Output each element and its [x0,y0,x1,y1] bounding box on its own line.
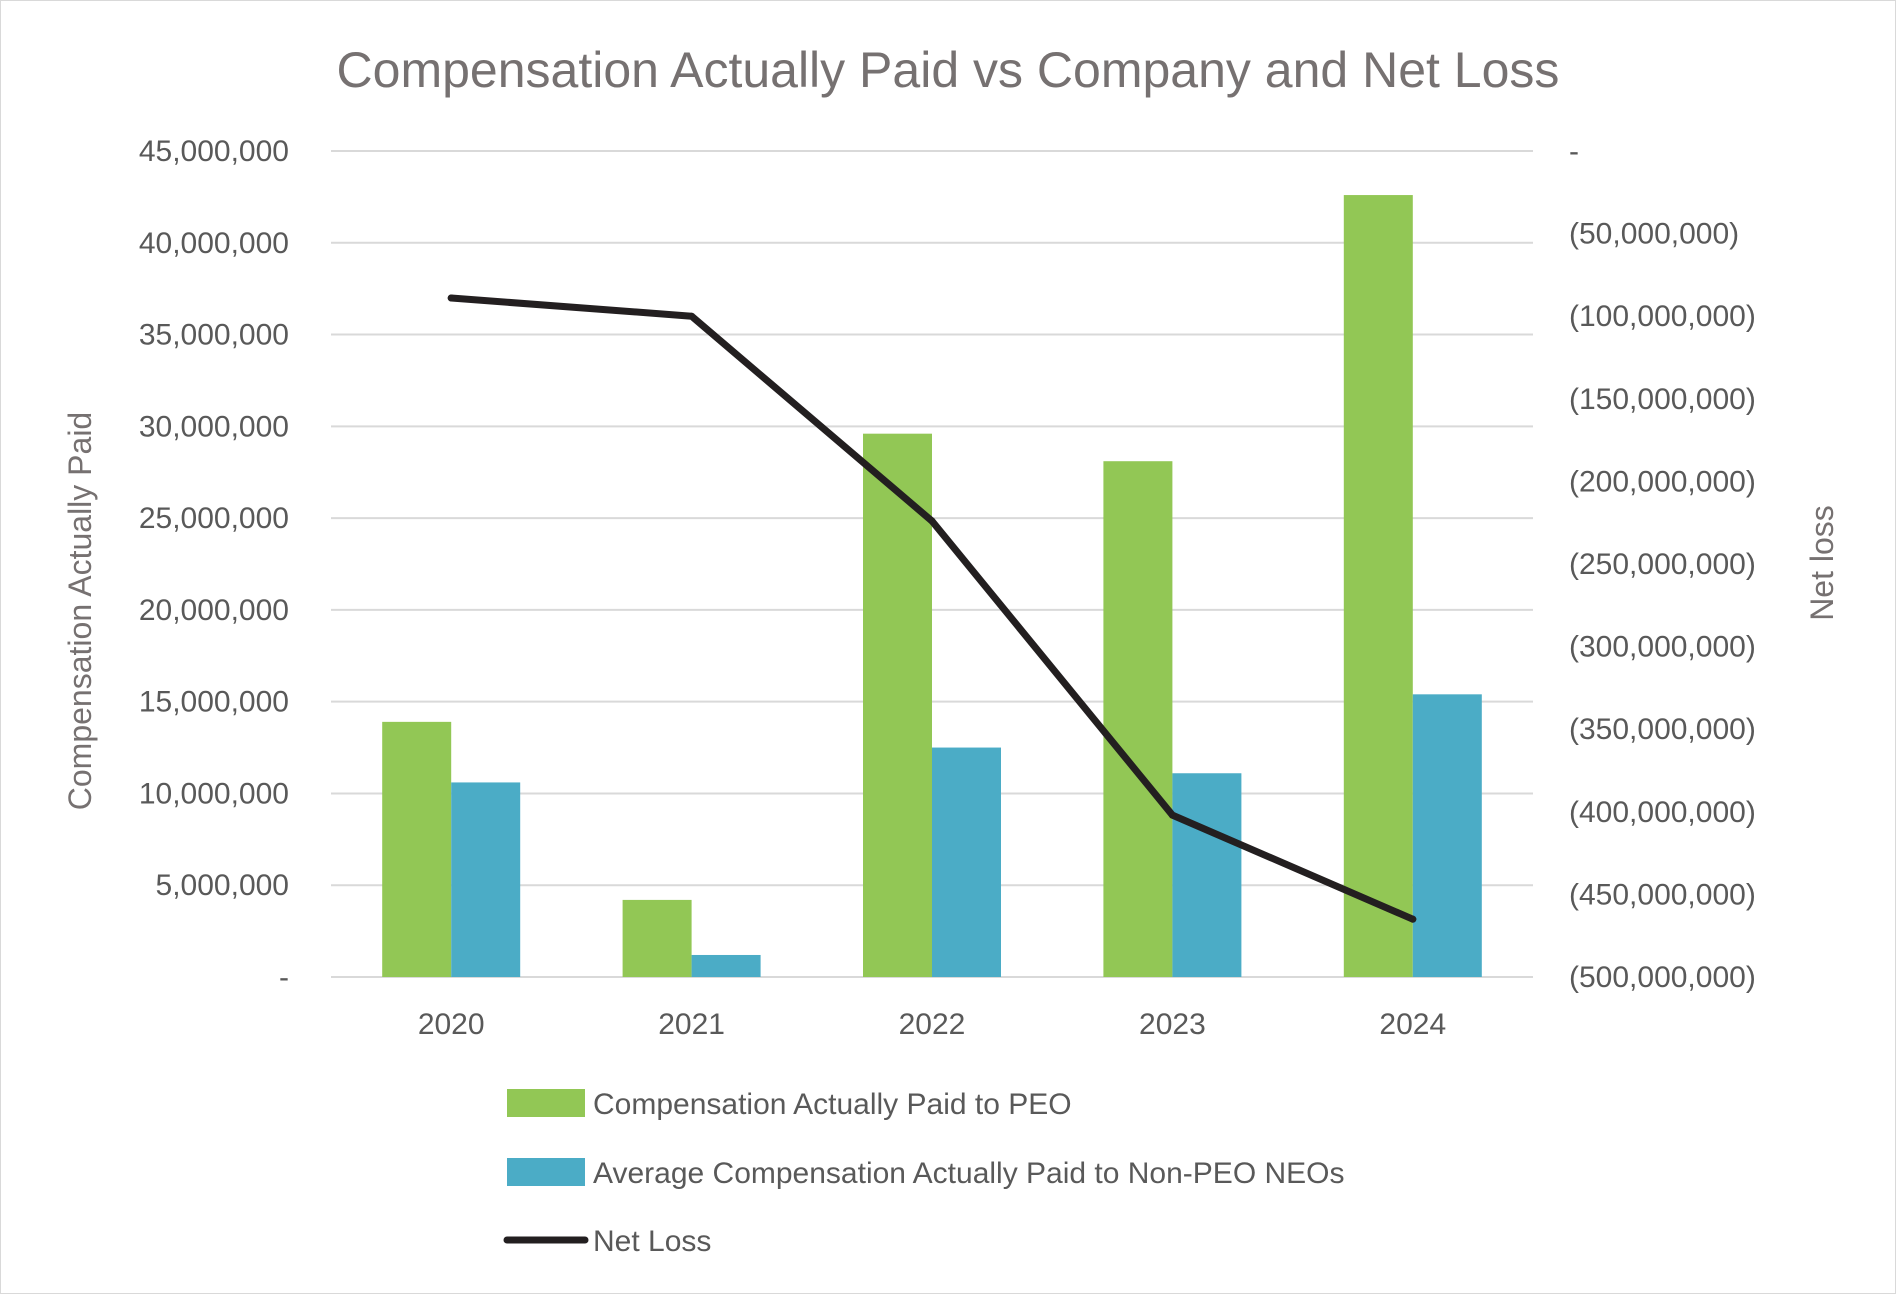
legend-label: Compensation Actually Paid to PEO [593,1088,1072,1121]
bar-peo [1343,195,1413,977]
left-tick-label: 45,000,000 [139,135,289,168]
net-loss-point [688,312,696,320]
legend: Compensation Actually Paid to PEO Average… [503,1088,1345,1258]
bar-non-peo [1172,773,1242,977]
bar-non-peo [451,782,521,977]
left-tick-label: 15,000,000 [139,686,289,719]
right-tick-label: (400,000,000) [1569,796,1756,829]
left-axis-ticks: - 5,000,000 10,000,000 15,000,000 20,000,000… [139,135,289,994]
bar-non-peo [932,747,1001,977]
x-tick-label: 2023 [1139,1008,1206,1041]
right-tick-label: (300,000,000) [1569,631,1756,664]
left-tick-label: 35,000,000 [139,319,289,352]
left-tick-label: 10,000,000 [139,777,289,810]
right-tick-label: (450,000,000) [1569,878,1756,911]
bars [382,195,1482,978]
right-axis-ticks: (500,000,000) (450,000,000) (400,000,000) (… [1569,135,1756,994]
left-tick-label: 5,000,000 [156,869,289,902]
right-tick-label: (150,000,000) [1569,383,1756,416]
left-tick-label: 20,000,000 [139,594,289,627]
bar-peo [863,433,932,978]
x-tick-label: 2020 [418,1008,485,1041]
left-tick-label: 40,000,000 [139,227,289,260]
legend-label: Average Compensation Actually Paid to No… [593,1157,1345,1190]
right-tick-label: (200,000,000) [1569,465,1756,498]
right-axis-label: Net loss [1804,505,1840,621]
left-tick-label: 25,000,000 [139,502,289,535]
right-tick-label: (350,000,000) [1569,713,1756,746]
chart-title: Compensation Actually Paid vs Company an… [337,42,1560,98]
right-tick-label: (50,000,000) [1569,218,1739,251]
net-loss-point [447,294,455,302]
right-tick-label: (250,000,000) [1569,548,1756,581]
net-loss-point [1168,811,1176,819]
left-axis-label: Compensation Actually Paid [62,412,98,810]
legend-swatch-peo [507,1089,585,1117]
x-tick-label: 2024 [1379,1008,1446,1041]
right-tick-label: - [1569,135,1579,168]
net-loss-point [1409,915,1417,923]
right-tick-label: (500,000,000) [1569,961,1756,994]
right-tick-label: (100,000,000) [1569,300,1756,333]
bar-non-peo [1412,694,1482,977]
x-tick-label: 2022 [899,1008,966,1041]
bar-peo [622,899,692,977]
x-tick-label: 2021 [658,1008,725,1041]
bar-peo [382,721,452,977]
x-axis-ticks: 2020 2021 2022 2023 2024 [418,1008,1446,1041]
legend-swatch-non-peo [507,1158,585,1186]
bar-non-peo [691,954,761,977]
left-tick-label: - [279,961,289,994]
legend-label: Net Loss [593,1225,711,1258]
net-loss-point [928,517,936,525]
bar-peo [1103,461,1173,978]
left-tick-label: 30,000,000 [139,410,289,443]
net-loss-line [447,294,1417,923]
